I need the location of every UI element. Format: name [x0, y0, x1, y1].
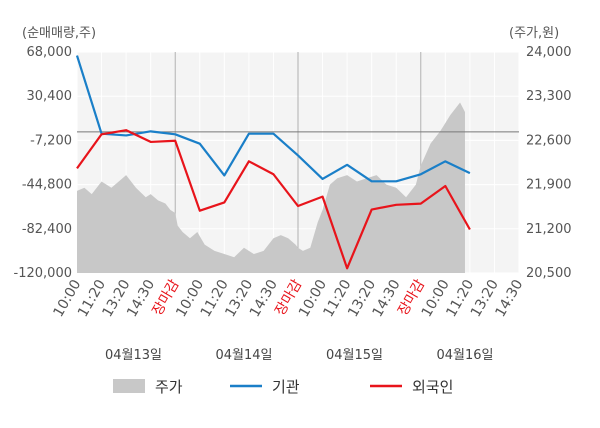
y-left-tick-label: 30,400 — [27, 89, 73, 104]
chart-legend: 주가 기관 외국인 — [113, 378, 453, 396]
y-left-tick-label: -120,000 — [14, 266, 72, 281]
legend-label: 기관 — [272, 378, 300, 396]
left-axis-unit: (순매매량,주) — [22, 26, 97, 41]
legend-swatch-area — [113, 379, 145, 393]
y-right-tick-label: 21,900 — [526, 178, 572, 193]
series-line-foreign — [76, 129, 471, 270]
y-left-tick-label: -44,800 — [22, 178, 72, 193]
y-right-tick-label: 22,600 — [526, 133, 572, 148]
y-right-tick-label: 21,200 — [526, 222, 572, 237]
y-left-tick-label: 68,000 — [27, 45, 73, 60]
legend-label: 외국인 — [412, 378, 453, 396]
series-line-institution — [75, 55, 471, 183]
date-label: 04월16일 — [436, 348, 493, 363]
y-right-tick-label: 23,300 — [526, 89, 572, 104]
legend-item: 외국인 — [370, 378, 453, 396]
date-label: 04월13일 — [105, 348, 162, 363]
y-right-tick-label: 24,000 — [526, 45, 572, 60]
y-left-tick-label: -7,200 — [30, 133, 72, 148]
legend-item: 기관 — [230, 378, 300, 396]
right-axis-unit: (주가,원) — [509, 26, 560, 41]
date-label: 04월14일 — [215, 348, 272, 363]
price-area — [77, 102, 465, 273]
legend-item: 주가 — [113, 378, 183, 396]
y-right-tick-label: 20,500 — [526, 266, 572, 281]
legend-label: 주가 — [155, 378, 183, 396]
chart-plot-area: 68,000 24,000 30,400 23,300 -7,200 22,600 -44,… — [14, 45, 572, 363]
date-label: 04월15일 — [326, 348, 383, 363]
y-left-tick-label: -82,400 — [22, 222, 72, 237]
